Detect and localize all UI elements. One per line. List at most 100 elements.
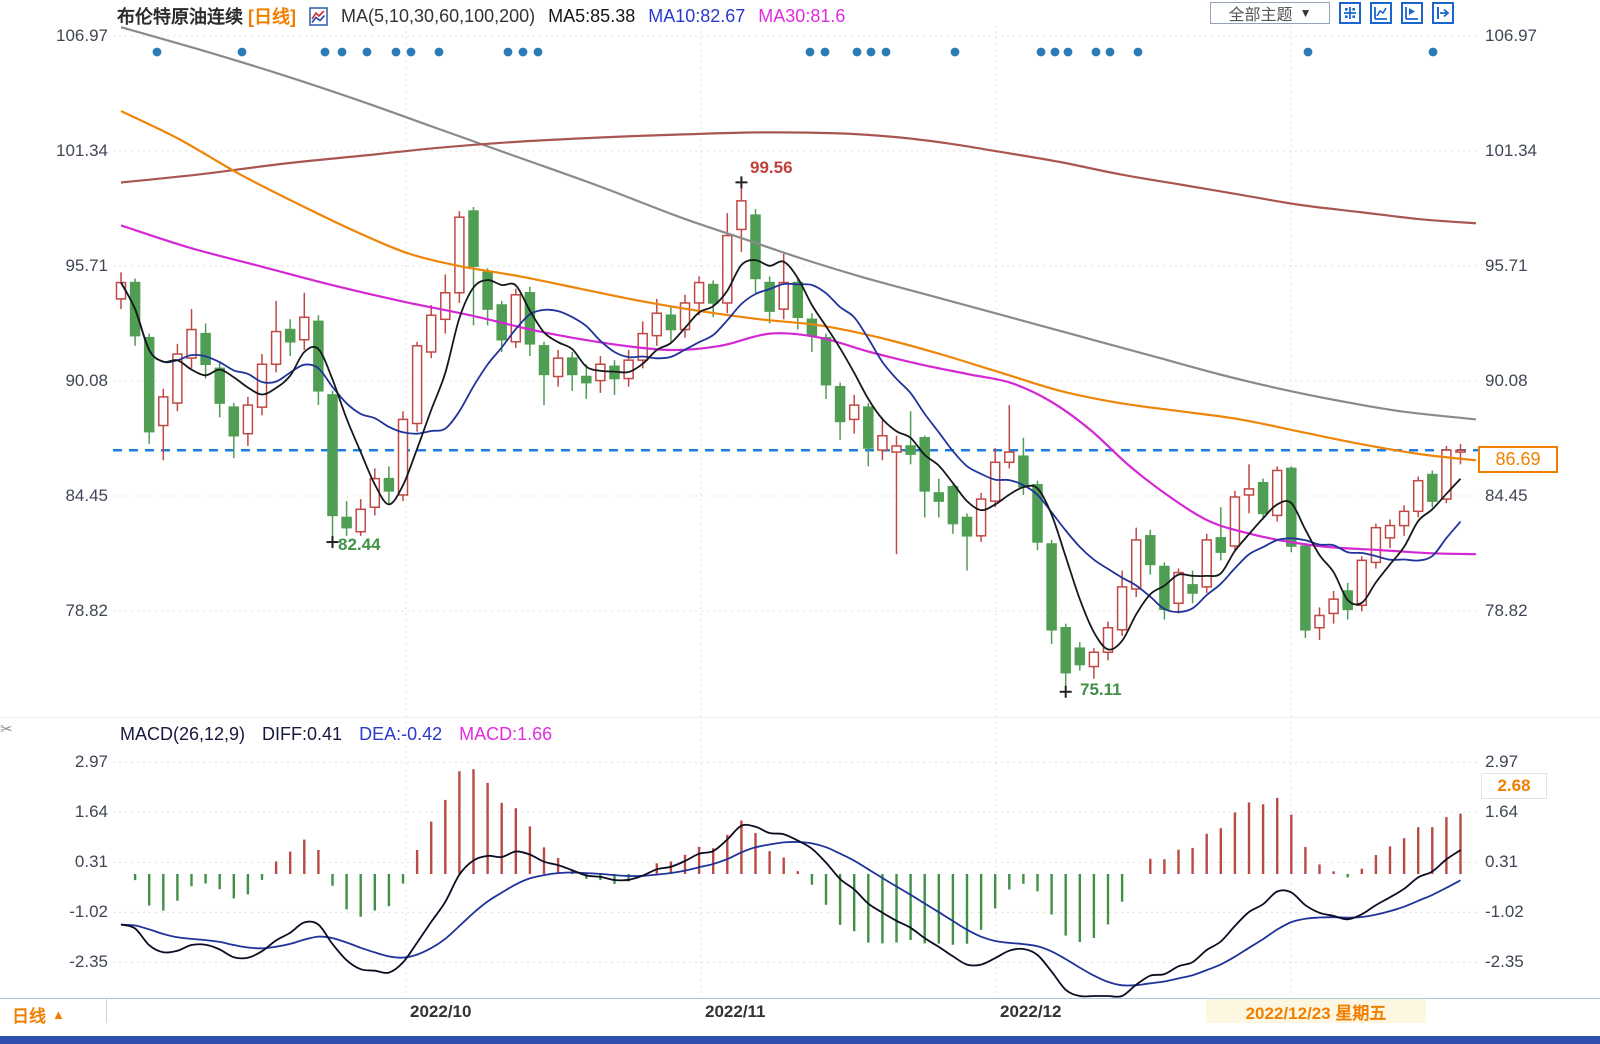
candle-body	[1004, 451, 1015, 464]
chart-play-forward-icon[interactable]	[1401, 2, 1423, 24]
bottom-scroll-bar[interactable]	[0, 1036, 1600, 1044]
candle-body	[750, 214, 761, 280]
candle-body	[552, 357, 564, 378]
price-axis-label-left: 1.64	[74, 802, 108, 822]
candle-body	[299, 316, 310, 341]
candle-body	[877, 434, 888, 451]
candle-body	[961, 516, 973, 537]
price-axis-label-right: 95.71	[1485, 256, 1528, 275]
price-axis-label-right: 78.82	[1485, 600, 1528, 620]
crosshair-grid-icon[interactable]	[1339, 2, 1361, 24]
candle-body	[425, 314, 437, 353]
event-dot[interactable]	[337, 47, 347, 57]
event-dot[interactable]	[1133, 47, 1143, 57]
candle-body	[1370, 526, 1382, 564]
candle-body	[848, 404, 860, 421]
candle-body	[1441, 449, 1452, 500]
price-axis-label-right: 90.08	[1485, 371, 1528, 390]
ma5-line	[120, 259, 1462, 651]
event-dot[interactable]	[1036, 47, 1046, 57]
chart-zoom-back-icon[interactable]	[1370, 2, 1392, 24]
event-dot[interactable]	[866, 47, 876, 57]
event-dot[interactable]	[434, 47, 444, 57]
event-dot[interactable]	[1091, 47, 1101, 57]
month-label-nov: 2022/11	[705, 1002, 766, 1021]
event-dot[interactable]	[237, 47, 247, 57]
candle-body	[313, 320, 324, 392]
ma30-line	[120, 224, 1477, 556]
kline-style-icon[interactable]	[309, 6, 328, 26]
event-dot[interactable]	[805, 47, 815, 57]
event-dot[interactable]	[1105, 47, 1115, 57]
candle-body	[1116, 586, 1128, 631]
ma5-value: MA5:85.38	[548, 5, 636, 26]
candle-body	[1060, 626, 1071, 674]
event-dot[interactable]	[820, 47, 830, 57]
macd-params-label[interactable]: MACD(26,12,9)	[120, 724, 246, 744]
event-dot[interactable]	[1303, 47, 1313, 57]
price-axis-label-left: 95.71	[65, 256, 108, 275]
candle-body	[228, 406, 240, 437]
ma30-value: MA30:81.6	[758, 5, 846, 26]
event-dot[interactable]	[152, 47, 162, 57]
candle-body	[1215, 537, 1227, 553]
panel-divider	[0, 717, 1600, 718]
price-axis-label-right: 1.64	[1485, 802, 1519, 822]
price-axis-label-left: 90.08	[65, 371, 108, 390]
candle-body	[792, 281, 804, 319]
price-axis-label-right: 101.34	[1485, 141, 1537, 160]
event-dot[interactable]	[406, 47, 416, 57]
candle-body	[679, 302, 691, 331]
price-axis-label-right: -1.02	[1485, 902, 1524, 922]
candle-body	[806, 318, 818, 337]
candle-body	[1398, 510, 1410, 527]
candle-body	[1032, 484, 1043, 543]
candle-body	[186, 328, 197, 359]
candle-body	[623, 359, 634, 380]
candle-body	[722, 234, 733, 304]
candle-body	[440, 292, 451, 321]
candle-body	[1328, 598, 1339, 615]
candle-body	[595, 363, 606, 382]
chart-toolbar: 全部主题 ▼	[1210, 2, 1454, 24]
ma10-value: MA10:82.67	[648, 5, 746, 26]
event-dot[interactable]	[391, 47, 401, 57]
price-axis-label-left: 106.97	[56, 26, 108, 45]
candle-body	[468, 210, 479, 267]
event-dot[interactable]	[950, 47, 960, 57]
candle-body	[834, 385, 846, 423]
swing-high-label: 99.56	[750, 158, 793, 177]
price-axis-label-right: 84.45	[1485, 486, 1528, 505]
themes-dropdown[interactable]: 全部主题 ▼	[1210, 2, 1330, 24]
candle-body	[270, 330, 282, 366]
event-dot[interactable]	[362, 47, 372, 57]
candle-body	[1173, 571, 1184, 604]
event-dot[interactable]	[1050, 47, 1060, 57]
candle-body	[707, 283, 719, 304]
event-dot[interactable]	[1428, 47, 1438, 57]
event-dot[interactable]	[852, 47, 862, 57]
candle-body	[214, 367, 225, 404]
candle-body	[1046, 543, 1057, 631]
candle-body	[327, 394, 338, 517]
candle-body	[820, 336, 832, 386]
ma-settings-label[interactable]: MA(5,10,30,60,100,200)	[341, 5, 536, 26]
candle-body	[933, 492, 945, 502]
candle-body	[1427, 473, 1438, 502]
panel-splitter-icon[interactable]: ✂	[0, 721, 13, 738]
candle-body	[1243, 488, 1255, 496]
event-dot[interactable]	[518, 47, 528, 57]
candle-body	[510, 294, 522, 343]
event-dot[interactable]	[320, 47, 330, 57]
candle-body	[1229, 496, 1241, 547]
event-dot[interactable]	[503, 47, 513, 57]
candle-body	[566, 357, 578, 376]
event-dot[interactable]	[533, 47, 543, 57]
candle-body	[1300, 545, 1311, 631]
last-price-tag: 86.69	[1478, 446, 1558, 473]
event-dot[interactable]	[881, 47, 891, 57]
pan-right-icon[interactable]	[1432, 2, 1454, 24]
event-dot[interactable]	[1063, 47, 1073, 57]
period-button[interactable]: 日线 ▲	[12, 1002, 65, 1027]
